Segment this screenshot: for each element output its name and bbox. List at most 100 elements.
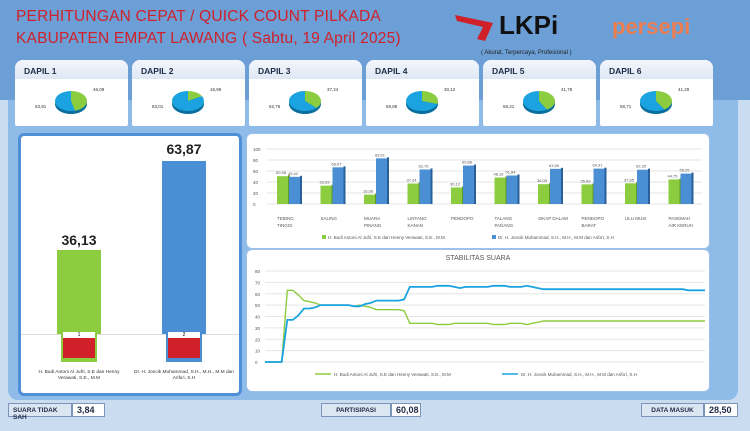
y-tick-label: 0 [255, 360, 258, 365]
bar-candidate-1 [364, 194, 375, 204]
x-tick-label: PASEMAH [669, 216, 691, 221]
y-tick-label: 80 [255, 269, 261, 274]
bar-data-label: 83,01 [375, 152, 386, 157]
y-tick-label: 80 [253, 158, 259, 163]
pie-label-blue: 62,76 [269, 104, 281, 109]
data-in-label: DATA MASUK [641, 403, 704, 417]
bar-data-label: 63,95 [549, 163, 560, 168]
candidate-1-value: 36,13 [61, 232, 97, 248]
bar-candidate-2 [419, 169, 431, 204]
line-candidate-1 [265, 289, 705, 363]
pie-label-green: 30,12 [444, 87, 456, 92]
bar-data-label: 37,65 [624, 177, 635, 182]
x-tick-label: TINGGI [277, 223, 293, 228]
bar-data-label: 44,75 [668, 173, 679, 178]
candidate-2-bar [162, 161, 206, 334]
y-tick-label: 70 [255, 280, 261, 285]
bar-candidate-1 [625, 183, 636, 204]
bar-candidate-2 [550, 168, 561, 204]
lkpi-tagline: ( Akurat, Terpercaya, Profesional ) [481, 50, 572, 56]
pie-label-green: 37,24 [327, 87, 339, 92]
dapil-name: DAPIL 3 [249, 60, 362, 79]
participation-label: PARTISIPASI [321, 403, 391, 417]
bar-candidate-1 [538, 184, 549, 204]
y-tick-label: 40 [253, 180, 259, 185]
bar-side [300, 175, 302, 204]
bar-candidate-2 [463, 165, 474, 204]
x-tick-label: KANAN [408, 223, 424, 228]
pie-slice-green [539, 91, 555, 110]
pie-slice-blue [406, 91, 438, 111]
candidate-1-number: 1 [63, 332, 95, 338]
bar-side [387, 157, 389, 204]
dapil-name: DAPIL 5 [483, 60, 596, 79]
bar-side [517, 174, 520, 204]
bar-side [561, 167, 563, 204]
district-bar-chart: 0 20 40 60 80 100 50,58 49,42 TEBING TINGGI 33,33 6… [246, 133, 710, 249]
page-subtitle: KABUPATEN EMPAT LAWANG ( Sabtu, 19 April… [16, 30, 401, 47]
bar-data-label: 64,31 [593, 163, 604, 168]
participation-value: 60,08 [391, 403, 421, 417]
pie-slice-blue [523, 91, 547, 111]
pie-label-green: 46,09 [93, 87, 105, 92]
pie-label-green: 41,79 [561, 87, 573, 92]
bar-candidate-1 [320, 185, 332, 204]
bar-side [604, 167, 607, 204]
pie-slice-green [71, 91, 87, 111]
invalid-votes-value: 3,84 [72, 403, 105, 417]
dapil-name: DAPIL 2 [132, 60, 245, 79]
dapil-card: DAPIL 3 37,24 62,76 [249, 60, 362, 126]
bar-data-label: 37,24 [407, 178, 418, 183]
persepi-logo: persepi [612, 14, 691, 39]
y-tick-label: 10 [255, 349, 261, 354]
candidate-2-value: 63,87 [166, 141, 202, 157]
candidate-2-photo: 2 [166, 330, 202, 362]
bar-data-label: 48,16 [494, 172, 505, 177]
x-tick-label: AIR KERUH [669, 223, 694, 228]
x-tick-label: MUARA [364, 216, 380, 221]
y-tick-label: 100 [253, 147, 261, 152]
x-tick-label: TEBING [277, 216, 294, 221]
legend-label: H. Budi Antoni Al Jufri, S.E dan Henny V… [328, 235, 445, 240]
pie-label-blue: 69,88 [386, 104, 398, 109]
chart-title: STABILITAS SUARA [446, 255, 511, 262]
pie-slice-green [422, 91, 438, 105]
stability-line-chart: STABILITAS SUARA 0 10 20 30 40 50 60 70 80 H. Budi… [246, 249, 710, 392]
pie-label-blue: 58,21 [503, 104, 515, 109]
dapil-name: DAPIL 1 [15, 60, 128, 79]
x-tick-label: SIKAP DALAM [538, 216, 568, 221]
dapil-card: DAPIL 5 41,79 58,21 [483, 60, 596, 126]
page-title: PERHITUNGAN CEPAT / QUICK COUNT PILKADA [16, 8, 381, 25]
y-tick-label: 50 [255, 303, 261, 308]
bar-candidate-2 [376, 158, 387, 204]
bar-candidate-2 [593, 168, 605, 204]
pie-label-blue: 58,71 [620, 104, 632, 109]
bar-candidate-2 [289, 176, 300, 204]
x-tick-label: PINANG [364, 223, 382, 228]
bar-candidate-2 [680, 173, 692, 204]
legend-label: Dr. H. Joncik Muhammad, S.H., M.H., M.M … [521, 372, 637, 377]
bar-side [474, 164, 476, 204]
bar-data-label: 30,12 [450, 181, 461, 186]
lkpi-logo: LKPi ( Akurat, Terpercaya, Profesional ) [455, 10, 575, 56]
bar-data-label: 55,25 [680, 168, 691, 173]
bar-data-label: 66,67 [332, 161, 343, 166]
bar-side [343, 166, 346, 204]
bar-candidate-2 [332, 167, 344, 204]
x-tick-label: LINTANG [408, 216, 428, 221]
x-tick-label: ULU MUSI [625, 216, 647, 221]
line-candidate-2 [265, 284, 705, 363]
y-tick-label: 60 [253, 169, 259, 174]
dapil-card: DAPIL 1 46,09 53,91 [15, 60, 128, 126]
pie-slice-green [656, 91, 672, 110]
pie-label-blue: 53,91 [35, 104, 47, 109]
bar-candidate-2 [637, 169, 648, 204]
x-tick-label: PADANG [495, 223, 514, 228]
total-result-panel: 36,13 63,87 1 2 H. Budi Antoni Al Jufri,… [18, 133, 242, 396]
invalid-votes-label: SUARA TIDAK SAH [8, 403, 72, 421]
legend-swatch [322, 235, 326, 239]
pie-slice-green [188, 91, 203, 101]
bar-candidate-1 [494, 177, 506, 204]
y-tick-label: 30 [255, 326, 261, 331]
dapil-card: DAPIL 2 16,99 83,01 [132, 60, 245, 126]
